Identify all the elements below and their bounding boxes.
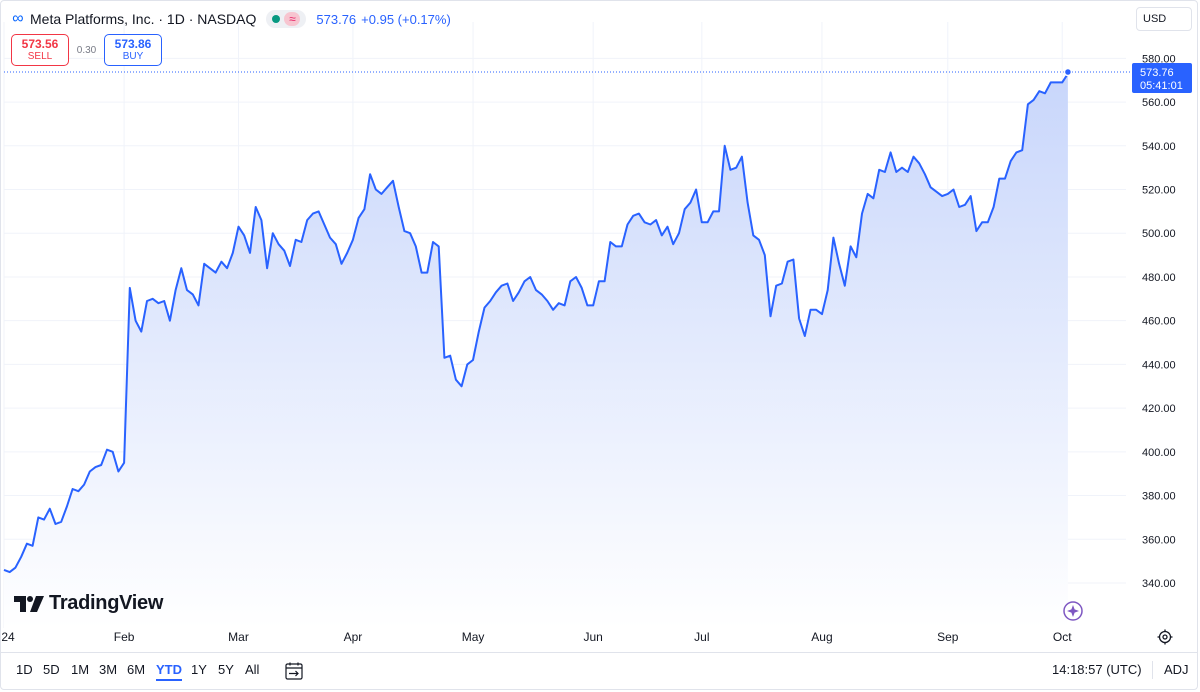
x-tick-label: Oct	[1053, 630, 1072, 644]
x-tick-label: Sep	[937, 630, 959, 644]
buy-label: BUY	[122, 51, 144, 62]
symbol-title[interactable]: Meta Platforms, Inc. · 1D · NASDAQ	[30, 11, 257, 27]
utc-clock[interactable]: 14:18:57 (UTC)	[1052, 662, 1142, 677]
gear-icon[interactable]	[1157, 629, 1173, 645]
range-3m-button[interactable]: 3M	[99, 662, 118, 677]
y-tick-label: 400.00	[1142, 447, 1176, 459]
wave-icon: ≈	[284, 12, 301, 26]
price-line	[3, 73, 1069, 574]
currency-label: USD	[1143, 13, 1167, 25]
price-label-countdown: 05:41:01	[1140, 80, 1183, 92]
range-5y-button[interactable]: 5Y	[218, 662, 234, 677]
last-price: 573.76	[316, 11, 357, 27]
y-tick-label: 520.00	[1142, 185, 1176, 197]
y-tick-label: 480.00	[1142, 272, 1176, 284]
meta-infinity-icon: ∞	[12, 10, 24, 27]
currency-select[interactable]: USD	[1136, 7, 1192, 31]
y-axis[interactable]: 340.00 360.00 380.00 400.00 420.00 440.00 460.…	[1142, 53, 1176, 590]
spread-value: 0.30	[76, 44, 97, 56]
tradingview-wordmark: TradingView	[49, 592, 164, 614]
price-change: +0.95 (+0.17%)	[361, 11, 451, 27]
x-axis[interactable]: 24 Feb Mar Apr May Jun Jul Aug Sep Oct	[1, 630, 1072, 644]
y-tick-label: 540.00	[1142, 141, 1176, 153]
sell-button[interactable]: 573.56 SELL	[11, 34, 69, 66]
y-tick-label: 380.00	[1142, 491, 1176, 503]
chart-legend: ∞ Meta Platforms, Inc. · 1D · NASDAQ ≈ 5…	[10, 9, 451, 29]
x-tick-label: Aug	[811, 630, 832, 644]
price-label: 573.76 05:41:01	[1132, 63, 1192, 93]
sell-price: 573.56	[21, 37, 59, 51]
x-tick-label: Mar	[228, 630, 249, 644]
range-1m-button[interactable]: 1M	[71, 662, 90, 677]
y-tick-label: 360.00	[1142, 534, 1176, 546]
y-tick-label: 460.00	[1142, 316, 1176, 328]
y-tick-label: 500.00	[1142, 228, 1176, 240]
range-1y-button[interactable]: 1Y	[191, 662, 207, 677]
price-area-fill	[4, 73, 1068, 628]
y-tick-label: 580.00	[1142, 53, 1176, 65]
toolbar-divider	[1152, 661, 1153, 679]
y-tick-label: 560.00	[1142, 97, 1176, 109]
y-tick-label: 420.00	[1142, 403, 1176, 415]
range-1d-button[interactable]: 1D	[16, 662, 33, 677]
tradingview-logo[interactable]: TradingView	[14, 592, 163, 615]
x-tick-label: Feb	[114, 630, 135, 644]
tradingview-logo-icon	[14, 595, 44, 612]
price-label-value: 573.76	[1140, 67, 1174, 79]
range-5d-button[interactable]: 5D	[43, 662, 60, 677]
trade-buttons: 573.56 SELL 0.30 573.86 BUY	[11, 34, 162, 66]
last-price-dot	[1063, 67, 1073, 77]
market-open-dot-icon	[272, 15, 281, 23]
x-tick-label: Jun	[583, 630, 602, 644]
y-tick-label: 340.00	[1142, 578, 1176, 590]
y-tick-label: 440.00	[1142, 359, 1176, 371]
range-all-button[interactable]: All	[245, 662, 260, 677]
range-6m-button[interactable]: 6M	[127, 662, 146, 677]
x-tick-label: Jul	[694, 630, 709, 644]
bottom-toolbar: 1D 5D 1M 3M 6M YTD 1Y 5Y All 14:18:57 (U…	[0, 652, 1198, 688]
sell-label: SELL	[27, 51, 53, 62]
x-tick-label: Apr	[344, 630, 363, 644]
range-ytd-button[interactable]: YTD	[156, 662, 182, 681]
x-tick-label: 24	[1, 630, 15, 644]
market-status[interactable]: ≈	[266, 10, 307, 28]
calendar-range-icon[interactable]	[284, 661, 304, 681]
buy-price: 573.86	[114, 37, 152, 51]
adj-button[interactable]: ADJ	[1164, 662, 1189, 677]
sparkle-icon[interactable]	[1063, 601, 1083, 621]
buy-button[interactable]: 573.86 BUY	[104, 34, 162, 66]
x-tick-label: May	[462, 630, 485, 644]
